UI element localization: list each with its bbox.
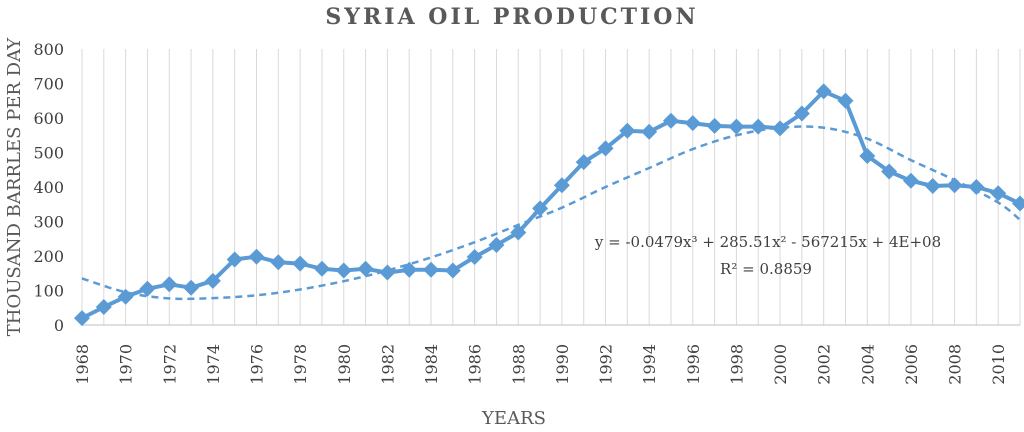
x-tick-label: 1976 <box>248 344 267 385</box>
data-point-marker <box>248 248 265 265</box>
data-point-marker <box>706 117 723 134</box>
y-tick-label: 200 <box>33 247 64 266</box>
data-point-marker <box>139 280 156 297</box>
data-point-marker <box>881 163 898 180</box>
series-production <box>74 83 1024 327</box>
data-point-marker <box>684 115 701 132</box>
data-point-marker <box>401 261 418 278</box>
data-point-marker <box>117 288 134 305</box>
data-point-marker <box>772 120 789 137</box>
data-point-marker <box>226 251 243 268</box>
x-tick-label: 1974 <box>204 344 223 385</box>
y-tick-label: 800 <box>33 40 64 59</box>
data-point-marker <box>597 140 614 157</box>
data-point-marker <box>357 260 374 277</box>
y-tick-label: 500 <box>33 144 64 163</box>
y-tick-label: 700 <box>33 75 64 94</box>
data-point-marker <box>510 224 527 241</box>
data-point-marker <box>183 279 200 296</box>
data-point-marker <box>662 112 679 129</box>
chart-title: SYRIA OIL PRODUCTION <box>325 4 698 30</box>
y-tick-label: 100 <box>33 282 64 301</box>
data-point-marker <box>902 172 919 189</box>
y-tick-label: 300 <box>33 213 64 232</box>
x-tick-label: 2010 <box>989 344 1008 385</box>
x-tick-label: 1994 <box>640 344 659 385</box>
trendline-equation: y = -0.0479x³ + 285.51x² - 567215x + 4E+… <box>594 233 941 251</box>
data-point-marker <box>313 260 330 277</box>
data-point-marker <box>968 179 985 195</box>
data-point-marker <box>335 262 352 279</box>
x-axis-ticks: 1968 1970 1972 1974 1976 1978 1980 1982 1984 1986… <box>73 344 1008 385</box>
x-tick-label: 1984 <box>422 344 441 385</box>
data-point-marker <box>466 249 483 266</box>
x-tick-label: 2006 <box>902 344 921 385</box>
data-point-marker <box>270 254 287 271</box>
x-tick-label: 1992 <box>597 344 616 385</box>
x-tick-label: 1970 <box>117 344 136 385</box>
data-point-marker <box>1012 195 1024 212</box>
vertical-gridlines <box>81 49 1021 325</box>
data-point-marker <box>532 200 549 217</box>
data-point-marker <box>553 177 570 194</box>
x-tick-label: 2004 <box>858 344 877 385</box>
data-point-marker <box>946 177 963 194</box>
x-axis-title: YEARS <box>481 408 546 429</box>
x-tick-label: 1980 <box>335 344 354 385</box>
x-tick-label: 1990 <box>553 344 572 385</box>
data-point-marker <box>619 122 636 139</box>
trendline <box>81 125 1021 301</box>
trendline-curve <box>81 125 1021 301</box>
x-tick-label: 1968 <box>73 344 92 385</box>
x-tick-label: 1972 <box>160 344 179 385</box>
x-tick-label: 1986 <box>466 344 485 385</box>
series-line <box>81 89 1021 320</box>
x-tick-label: 2008 <box>946 344 965 385</box>
y-axis-title: THOUSAND BARRLES PER DAY <box>4 37 25 337</box>
data-point-marker <box>575 154 592 171</box>
x-tick-label: 1988 <box>509 344 528 385</box>
x-tick-label: 1998 <box>727 344 746 385</box>
data-point-marker <box>292 255 309 272</box>
x-tick-label: 1982 <box>378 344 397 385</box>
data-point-marker <box>204 272 221 289</box>
data-point-marker <box>641 123 658 140</box>
data-point-marker <box>837 92 854 109</box>
data-point-marker <box>423 261 440 278</box>
data-point-marker <box>793 105 810 122</box>
data-point-marker <box>95 299 112 316</box>
x-tick-label: 2000 <box>771 344 790 385</box>
x-tick-label: 1996 <box>684 344 703 385</box>
x-tick-label: 1978 <box>291 344 310 385</box>
data-point-marker <box>161 276 178 293</box>
y-tick-label: 400 <box>33 178 64 197</box>
data-point-marker <box>444 262 461 279</box>
data-point-marker <box>815 83 832 100</box>
data-point-marker <box>488 236 505 253</box>
y-tick-label: 600 <box>33 109 64 128</box>
data-point-marker <box>859 147 876 164</box>
data-point-marker <box>74 310 90 327</box>
data-point-marker <box>750 118 767 135</box>
data-point-marker <box>924 177 941 194</box>
data-point-marker <box>379 264 396 281</box>
data-point-marker <box>728 118 745 135</box>
x-tick-label: 2002 <box>815 344 834 385</box>
trendline-r-squared: R² = 0.8859 <box>720 260 812 278</box>
y-tick-label: 0 <box>54 316 64 335</box>
y-axis-ticks: 0 100 200 300 400 500 600 700 800 <box>33 40 64 335</box>
data-point-marker <box>990 185 1007 202</box>
